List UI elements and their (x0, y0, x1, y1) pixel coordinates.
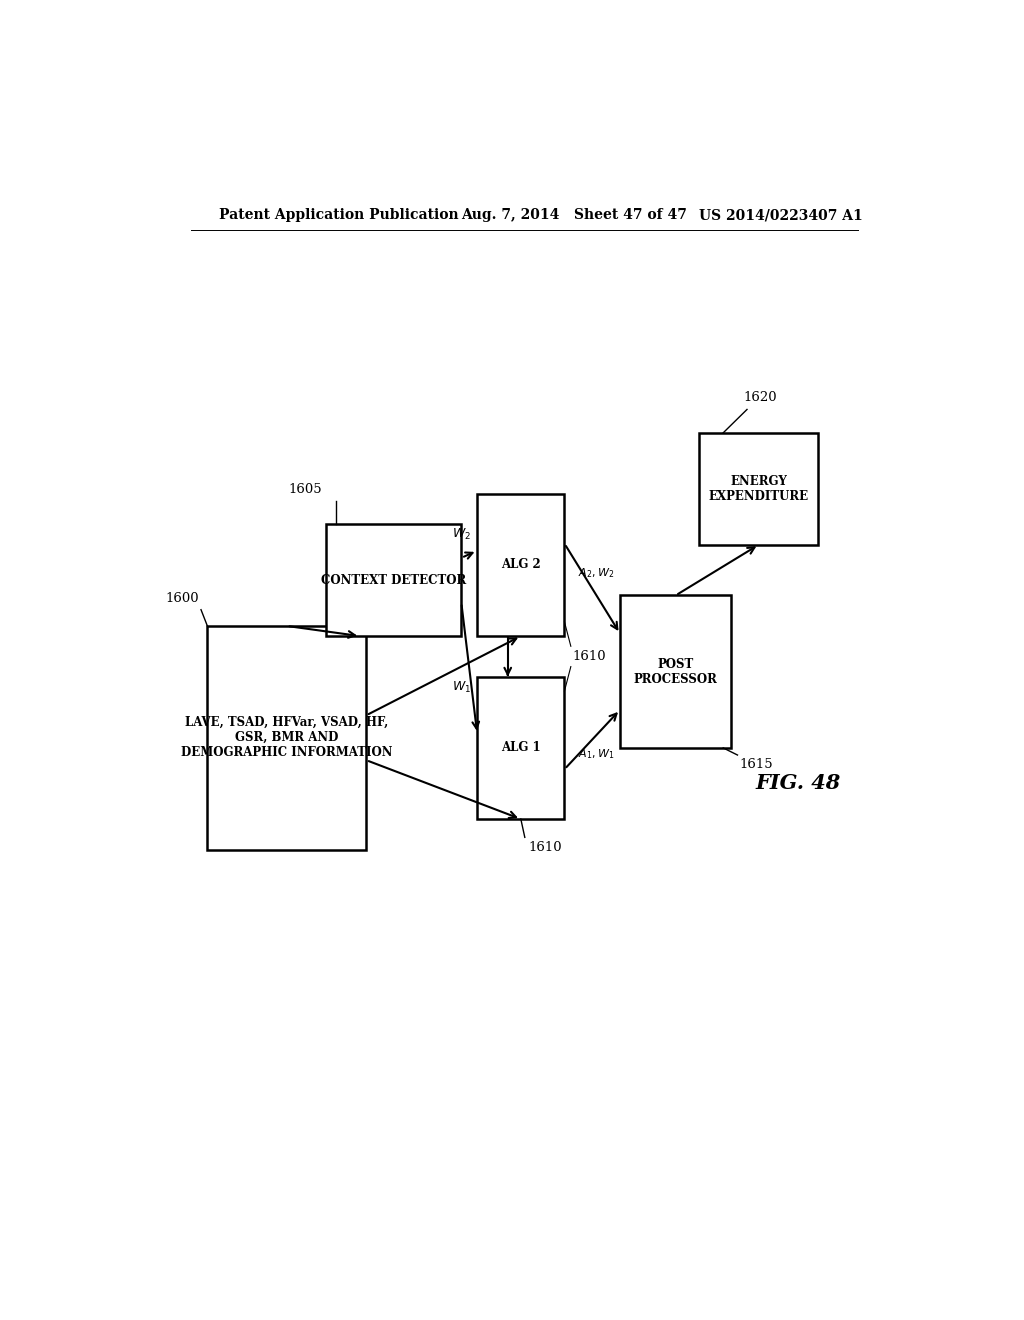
Text: $W_1$: $W_1$ (452, 680, 471, 696)
Text: $A_2, W_2$: $A_2, W_2$ (579, 566, 614, 581)
Bar (477, 494, 564, 636)
Text: POST
PROCESSOR: POST PROCESSOR (634, 657, 718, 685)
Bar (207, 626, 367, 850)
Text: $W_2$: $W_2$ (452, 527, 471, 543)
Text: ALG 2: ALG 2 (501, 558, 541, 572)
Bar (477, 677, 564, 818)
Bar (327, 524, 461, 636)
Bar (699, 433, 818, 545)
Text: 1600: 1600 (166, 591, 200, 605)
Text: US 2014/0223407 A1: US 2014/0223407 A1 (699, 209, 863, 222)
Bar (620, 595, 731, 748)
Text: 1610: 1610 (572, 649, 606, 663)
Text: 1615: 1615 (739, 758, 773, 771)
Text: Aug. 7, 2014   Sheet 47 of 47: Aug. 7, 2014 Sheet 47 of 47 (461, 209, 687, 222)
Text: Patent Application Publication: Patent Application Publication (219, 209, 459, 222)
Text: ENERGY
EXPENDITURE: ENERGY EXPENDITURE (709, 475, 809, 503)
Text: LAVE, TSAD, HFVar, VSAD, HF,
GSR, BMR AND
DEMOGRAPHIC INFORMATION: LAVE, TSAD, HFVar, VSAD, HF, GSR, BMR AN… (181, 717, 392, 759)
Text: CONTEXT DETECTOR: CONTEXT DETECTOR (322, 574, 467, 586)
Text: $A_1, W_1$: $A_1, W_1$ (578, 747, 614, 762)
Text: 1620: 1620 (743, 391, 776, 404)
Text: ALG 1: ALG 1 (501, 742, 541, 755)
Text: 1610: 1610 (528, 841, 562, 854)
Text: 1605: 1605 (289, 483, 323, 496)
Text: FIG. 48: FIG. 48 (756, 774, 842, 793)
